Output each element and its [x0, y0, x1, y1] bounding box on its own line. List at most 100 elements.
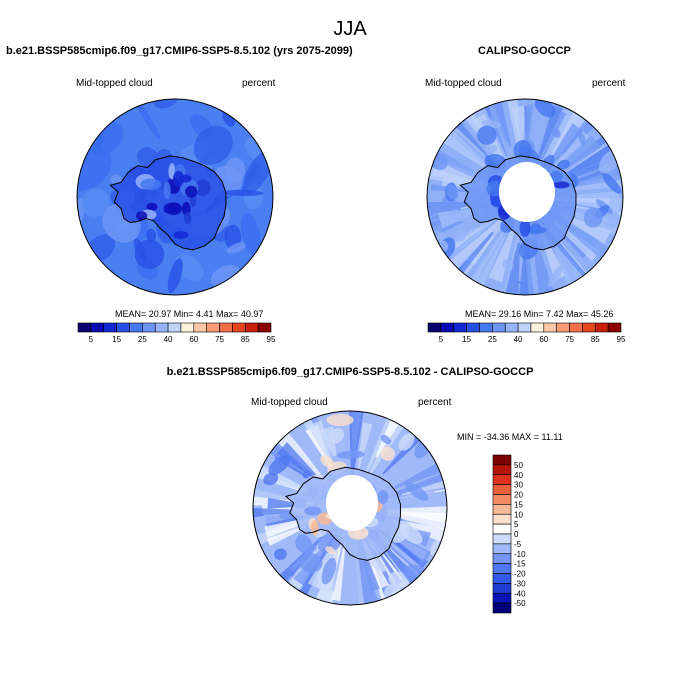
panel-3-colorbar-box [492, 563, 512, 574]
panel-2-streak [532, 233, 559, 295]
panel-3-stats: MIN = -34.36 MAX = 11.11 [457, 432, 563, 442]
panel-3-colorbar-tick-label: -50 [514, 599, 526, 608]
panel-3-cell [398, 433, 415, 451]
panel-2-streak [553, 246, 583, 286]
panel-3-cell [268, 455, 291, 476]
panel-1-colorbar-box [167, 322, 182, 333]
panel-2-streak [488, 221, 517, 283]
panel-3-colorbar-tick-label: 0 [514, 530, 519, 539]
panel-3-colorbar-tick-label: -30 [514, 579, 526, 588]
panel-3-colorbar-tick-label: -15 [514, 560, 526, 569]
panel-3-streak [307, 420, 333, 464]
panel-2-colorbar-box [479, 322, 493, 333]
panel-2-colorbar-box [440, 322, 455, 333]
panel-3-cell [299, 552, 323, 573]
panel-2-streak [452, 226, 483, 249]
panel-2-title: CALIPSO-GOCCP [478, 45, 571, 57]
panel-1-colorbar-tick-label: 85 [241, 335, 250, 344]
panel-1-cell [81, 188, 110, 217]
panel-3-colorbar-box [492, 583, 512, 594]
panel-1-field [77, 99, 273, 295]
panel-3-colorbar-tick-label: -40 [514, 589, 526, 598]
panel-1-cell [154, 99, 178, 109]
panel-2-cell [557, 159, 571, 170]
panel-2-streak [446, 215, 506, 273]
panel-2-stats: MEAN= 29.16 Min= 7.42 Max= 45.26 [465, 309, 614, 319]
panel-1-continent-cell [194, 179, 211, 196]
panel-2-colorbar-box [427, 322, 442, 333]
panel-2-colorbar-box [453, 322, 467, 333]
panel-2-colorbar-box [582, 322, 596, 333]
panel-2-cell [477, 125, 497, 145]
panel-1-cell [146, 228, 157, 243]
panel-2-cell [513, 140, 533, 161]
panel-3-cell [326, 413, 354, 427]
panel-1-continent-cell [173, 170, 185, 187]
panel-3-colorbar-box [492, 513, 512, 525]
panel-1-continent-cell [163, 181, 171, 200]
panel-3-colorbar-box [492, 592, 512, 604]
panel-3-title: b.e21.BSSP585cmip6.f09_g17.CMIP6-SSP5-8.… [166, 366, 534, 378]
panel-2-colorbar-tick-label: 40 [514, 335, 523, 344]
panel-2-cell [502, 259, 514, 271]
panel-3-cell [329, 428, 345, 444]
panel-2-streak [476, 235, 506, 287]
panel-1-cell [221, 189, 264, 196]
panel-2-cell [446, 184, 459, 200]
panel-2-colorbar-tick-label: 95 [617, 335, 626, 344]
panel-2-cell [442, 196, 461, 214]
panel-1-colorbar-box [90, 322, 105, 333]
panel-3-streak [374, 434, 428, 485]
panel-1-continent-cell [173, 231, 189, 239]
panel-1-continent-cell [184, 212, 192, 225]
panel-3-colorbar-tick-label: 50 [514, 461, 523, 470]
panel-3-colorbar-tick-label: -20 [514, 570, 526, 579]
panel-3-colorbar-box [492, 543, 512, 555]
panel-1-colorbar-box [244, 322, 259, 333]
panel-3-streak [375, 414, 402, 458]
panel-1-cell [135, 99, 161, 140]
panel-1-colorbar-box [116, 322, 130, 333]
panel-3-colorbar-tick-label: 15 [514, 500, 523, 509]
panel-2-colorbar-box [556, 322, 570, 333]
panel-3-colorbar-tick-label: -5 [514, 540, 522, 549]
panel-3-streak [253, 460, 310, 493]
panel-3-colorbar-box [492, 523, 512, 535]
panel-1-continent-cell [163, 202, 182, 215]
panel-1-colorbar-box [193, 322, 207, 333]
panel-3-streak [351, 411, 364, 455]
panel-3-cell [399, 524, 423, 544]
panel-1-colorbar-box [142, 322, 156, 333]
panel-2-colorbar-box [504, 322, 519, 333]
panel-2-colorbar-tick-label: 60 [539, 335, 548, 344]
panel-3-units-label: percent [418, 397, 452, 408]
panel-2-units-label: percent [592, 78, 626, 89]
panel-2-missing-data-hole [499, 162, 555, 222]
panel-3-variable-label: Mid-topped cloud [251, 397, 328, 408]
panel-3-cell [320, 455, 335, 468]
panel-1-colorbar-box [154, 322, 169, 333]
panel-1-colorbar-box [180, 322, 195, 333]
panel-1-cell [133, 238, 147, 261]
panel-3-continent-cell [310, 519, 319, 536]
panel-2-streak [540, 110, 567, 163]
panel-3-colorbar-tick-label: 40 [514, 471, 523, 480]
panel-3-cell [263, 472, 279, 486]
panel-2-cell [583, 207, 603, 228]
panel-1-colorbar-box [232, 322, 246, 333]
panel-1-continent-cell [136, 211, 148, 221]
panel-1-colorbar-tick-label: 15 [112, 335, 121, 344]
panel-1-colorbar-tick-label: 95 [267, 335, 276, 344]
panel-3-map-border [252, 410, 448, 606]
panel-2-cell [602, 172, 622, 194]
panel-1-colorbar-box [219, 322, 233, 333]
panel-1-cell [240, 212, 261, 256]
panel-3-cell [405, 482, 429, 501]
panel-3-cell [380, 434, 392, 445]
panel-1-variable-label: Mid-topped cloud [76, 78, 153, 89]
panel-2-continent-cell [519, 219, 531, 237]
panel-2-cell [548, 265, 563, 287]
panel-3-cell [325, 546, 336, 555]
panel-2-cell [578, 132, 586, 146]
